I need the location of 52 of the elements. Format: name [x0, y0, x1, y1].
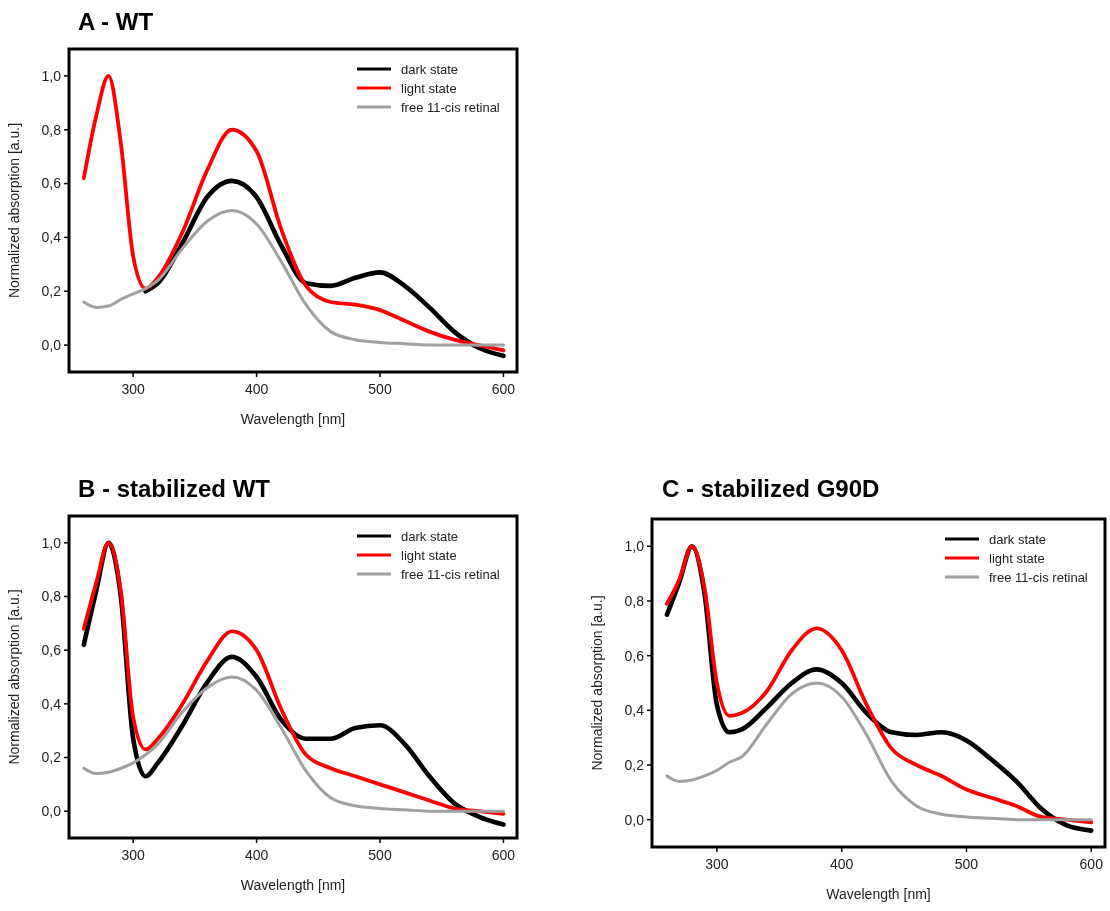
legend-label: free 11-cis retinal — [401, 566, 500, 582]
y-tick-label: 0,2 — [624, 756, 645, 773]
x-tick-label: 300 — [121, 847, 146, 863]
y-tick-label: 0,0 — [41, 336, 62, 353]
x-tick-label: 500 — [368, 847, 392, 863]
chart-title: C - stabilized G90D — [662, 475, 880, 502]
legend-label: light state — [989, 550, 1045, 566]
x-tick-label: 500 — [368, 381, 392, 397]
y-tick-label: 0,2 — [41, 749, 62, 766]
chart-title: A - WT — [78, 8, 154, 35]
x-tick-label: 500 — [954, 856, 979, 872]
y-tick-label: 0,4 — [41, 229, 62, 246]
y-tick-label: 0,4 — [624, 702, 645, 719]
y-tick-label: 0,0 — [624, 811, 645, 828]
y-tick-label: 0,6 — [41, 642, 62, 659]
y-tick-label: 0,6 — [624, 647, 645, 664]
x-axis-title: Wavelength [nm] — [240, 411, 346, 427]
legend-label: dark state — [401, 61, 459, 77]
legend-label: light state — [401, 80, 457, 96]
x-tick-label: 400 — [830, 856, 854, 872]
chart-title: B - stabilized WT — [78, 475, 271, 502]
line-series — [82, 209, 505, 347]
x-axis-title: Wavelength [nm] — [826, 886, 931, 902]
y-tick-label: 0,8 — [41, 588, 62, 605]
x-tick-label: 400 — [244, 381, 269, 397]
y-tick-label: 0,8 — [41, 121, 62, 138]
line-series — [82, 675, 505, 813]
y-tick-label: 0,6 — [41, 175, 62, 192]
y-tick-label: 1,0 — [624, 538, 645, 555]
y-axis-title: Normalized absorption [a.u.] — [589, 595, 605, 771]
y-tick-label: 1,0 — [41, 534, 62, 551]
y-axis-title: Normalized absorption [a.u.] — [6, 122, 22, 299]
x-axis-title: Wavelength [nm] — [240, 877, 346, 893]
y-tick-label: 1,0 — [41, 67, 62, 84]
y-tick-label: 0,4 — [41, 695, 62, 712]
x-tick-label: 600 — [491, 847, 516, 863]
x-tick-label: 600 — [491, 381, 516, 397]
line-series — [81, 74, 506, 353]
line-series — [665, 681, 1093, 822]
x-tick-label: 600 — [1079, 856, 1104, 872]
x-tick-label: 400 — [244, 847, 269, 863]
legend-label: dark state — [989, 531, 1047, 547]
y-tick-label: 0,8 — [624, 592, 645, 609]
y-axis-title: Normalized absorption [a.u.] — [6, 589, 22, 765]
y-tick-label: 0,0 — [41, 803, 62, 820]
x-tick-label: 300 — [121, 381, 146, 397]
legend-label: free 11-cis retinal — [401, 99, 500, 115]
y-tick-label: 0,2 — [41, 283, 62, 300]
legend-label: light state — [401, 547, 457, 563]
x-tick-label: 300 — [705, 856, 729, 872]
legend-label: dark state — [401, 528, 459, 544]
legend-label: free 11-cis retinal — [989, 569, 1088, 585]
